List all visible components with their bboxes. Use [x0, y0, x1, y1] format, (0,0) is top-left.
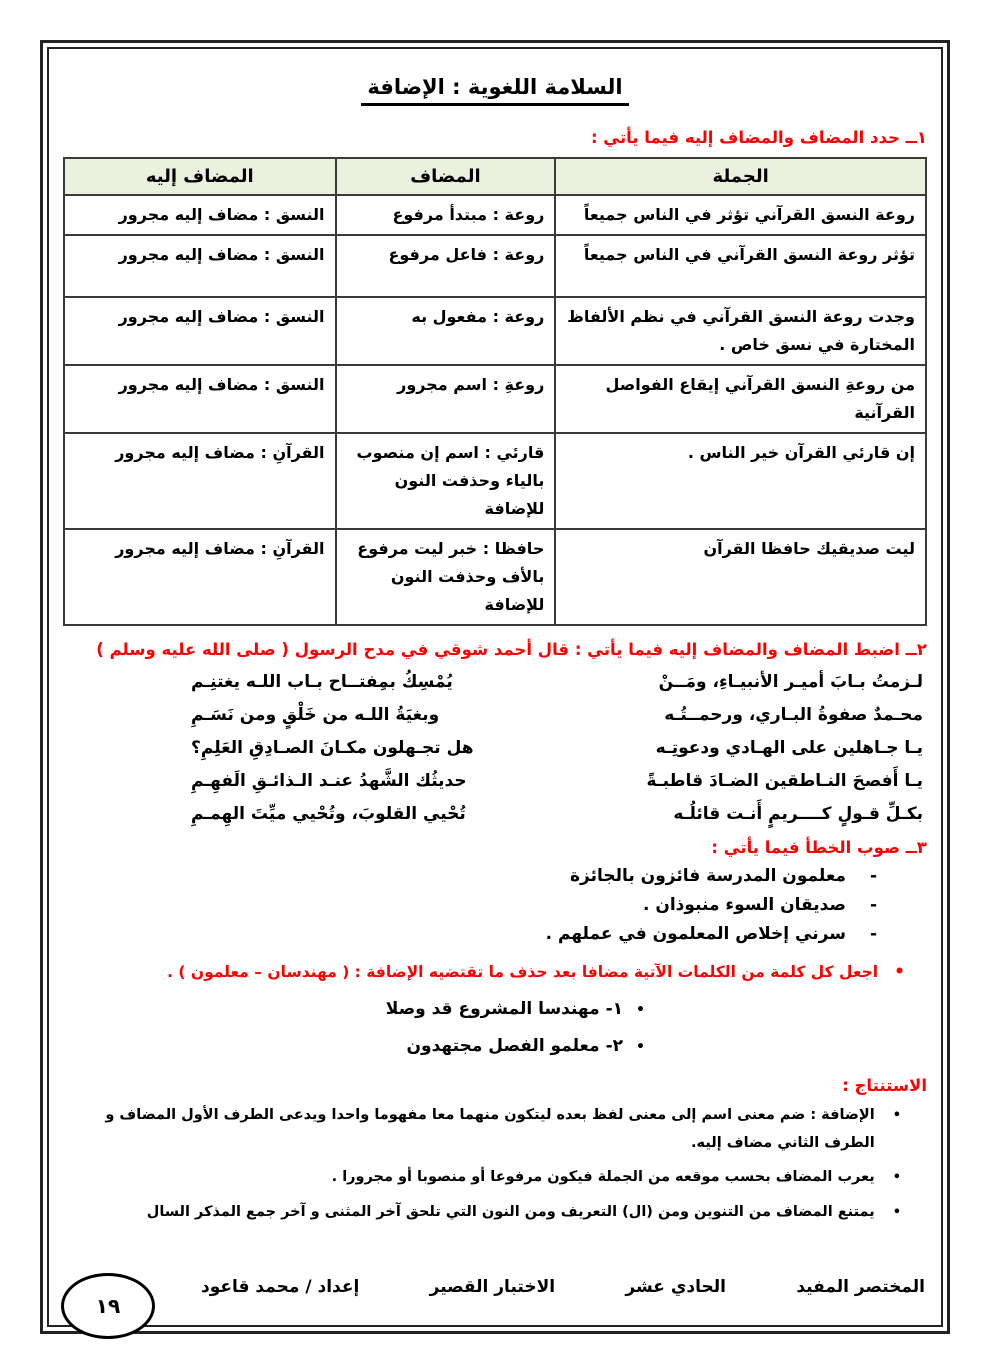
list-item: - معلمون المدرسة فائزون بالجائزة: [63, 866, 927, 886]
list-item-text: ١- مهندسا المشروع قد وصلا: [385, 999, 624, 1019]
cell-sentence: روعة النسق القرآني تؤثر في الناس جميعاً: [554, 194, 927, 236]
section2-heading: ٢ــ اضبط المضاف والمضاف إليه فيما يأتي :…: [96, 640, 927, 659]
list-item-text: سرني إخلاص المعلمون في عملهم .: [545, 924, 846, 944]
cell-sentence: إن قارئي القرآن خير الناس .: [554, 432, 927, 530]
bullet-marker: •: [892, 1170, 901, 1186]
table-row: روعة النسق القرآني تؤثر في الناس جميعاً …: [63, 194, 927, 236]
table-row: إن قارئي القرآن خير الناس . قارئي : اسم …: [63, 432, 927, 530]
column-header-sentence: الجملة: [554, 157, 927, 196]
conclusion-item-text: يمتنع المضاف من التنوين ومن (ال) التعريف…: [146, 1203, 875, 1220]
section3-heading: ٣ــ صوب الخطأ فيما يأتي :: [711, 838, 927, 857]
list-item: - سرني إخلاص المعلمون في عملهم .: [63, 924, 927, 944]
list-item: - صديقان السوء منبوذان .: [63, 895, 927, 915]
poem: لـزمتُ بـابَ أميـر الأنبيـاءِ، ومَــنْ ي…: [63, 672, 927, 824]
table-row: تؤثر روعة النسق القرآني في الناس جميعاً …: [63, 234, 927, 298]
hemistich-left: وبغيَةُ اللـه من خَلْقٍ ومن نَسَـمِ: [191, 705, 440, 725]
make-mudaf-list: • ١- مهندسا المشروع قد وصلا • ٢- معلمو الف…: [63, 999, 927, 1056]
page-number: ١٩: [95, 1294, 121, 1318]
list-item-text: ٢- معلمو الفصل مجتهدون: [406, 1036, 624, 1056]
footer-book-title: المختصر المفيد: [796, 1277, 925, 1297]
cell-mudaf-ilayh: النسق : مضاف إليه مجرور: [63, 296, 337, 366]
bullet-marker: •: [892, 1204, 901, 1220]
hemistich-right: يـا جـاهلين على الهـادي ودعوتِـه: [655, 738, 923, 758]
hemistich-left: يُمْسِكُ بمِفتــاح بـاب اللـه يغتنِـم: [191, 672, 453, 692]
poem-verse: محـمدٌ صفوةُ البـاري، ورحمــتُـه وبغيَةُ…: [63, 705, 927, 725]
footer-grade: الحادي عشر: [625, 1277, 726, 1297]
worksheet-content: السلامة اللغوية : الإضافة ١ــ حدد المضاف…: [49, 49, 941, 1339]
bullet-marker: •: [636, 1002, 645, 1018]
hemistich-right: لـزمتُ بـابَ أميـر الأنبيـاءِ، ومَــنْ: [658, 672, 923, 692]
cell-mudaf: حافظا : خبر ليت مرفوع بالأف وحذفت النون …: [334, 528, 557, 626]
dash-marker: -: [869, 866, 877, 886]
hemistich-right: محـمدٌ صفوةُ البـاري، ورحمــتُـه: [664, 705, 923, 725]
footer: المختصر المفيد الحادي عشر الاختبار القصي…: [201, 1277, 925, 1297]
conclusion-item: • يمتنع المضاف من التنوين ومن (ال) التعري…: [63, 1199, 927, 1227]
cell-sentence: من روعةِ النسق القرآني إيقاع الفواصل الق…: [554, 364, 927, 434]
cell-mudaf: روعة : فاعل مرفوع: [334, 234, 557, 298]
cell-mudaf-ilayh: النسق : مضاف إليه مجرور: [63, 364, 337, 434]
page-title: السلامة اللغوية : الإضافة: [361, 75, 629, 106]
page-border-outer: السلامة اللغوية : الإضافة ١ــ حدد المضاف…: [40, 40, 950, 1339]
cell-sentence: تؤثر روعة النسق القرآني في الناس جميعاً: [554, 234, 927, 298]
list-item: • ١- مهندسا المشروع قد وصلا: [63, 999, 927, 1019]
list-item-text: معلمون المدرسة فائزون بالجائزة: [569, 866, 846, 886]
table-row: ليت صديقيك حافظا القرآن حافظا : خبر ليت …: [63, 528, 927, 626]
hemistich-left: تُحْيي القلوبَ، وتُحْيي ميِّتَ الهِمـمِ: [191, 804, 466, 824]
cell-mudaf: روعة : مبتدأ مرفوع: [334, 194, 557, 236]
hemistich-left: هل تجـهلون مكـانَ الصـادِقِ العَلِمِ؟: [191, 738, 474, 758]
bullet-marker: •: [636, 1039, 645, 1055]
column-header-mudaf-ilayh: المضاف إليه: [63, 157, 337, 196]
title-wrap: السلامة اللغوية : الإضافة: [63, 75, 927, 106]
table-row: من روعةِ النسق القرآني إيقاع الفواصل الق…: [63, 364, 927, 434]
footer-exam-type: الاختبار القصير: [429, 1277, 556, 1297]
cell-sentence: ليت صديقيك حافظا القرآن: [554, 528, 927, 626]
cell-mudaf-ilayh: النسق : مضاف إليه مجرور: [63, 194, 337, 236]
cell-mudaf: روعةِ : اسم مجرور: [334, 364, 557, 434]
cell-mudaf: قارئي : اسم إن منصوب بالياء وحذفت النون …: [334, 432, 557, 530]
cell-mudaf-ilayh: القرآنِ : مضاف إليه مجرور: [63, 432, 337, 530]
poem-verse: يـا أَفصحَ النـاطقين الضـادَ قاطبـةً حدي…: [63, 771, 927, 791]
conclusion-item-text: الإضافة : ضم معنى اسم إلى معنى لفظ بعده …: [105, 1107, 875, 1151]
cell-mudaf-ilayh: القرآنِ : مضاف إليه مجرور: [63, 528, 337, 626]
table-header-row: الجملة المضاف المضاف إليه: [63, 157, 927, 196]
conclusion-item: • يعرب المضاف بحسب موقعه من الجملة فيكون …: [63, 1164, 927, 1192]
cell-sentence: وجدت روعة النسق القرآني في نظم الألفاظ ا…: [554, 296, 927, 366]
poem-verse: لـزمتُ بـابَ أميـر الأنبيـاءِ، ومَــنْ ي…: [63, 672, 927, 692]
poem-verse: يـا جـاهلين على الهـادي ودعوتِـه هل تجـه…: [63, 738, 927, 758]
page-border-inner: السلامة اللغوية : الإضافة ١ــ حدد المضاف…: [47, 47, 943, 1339]
conclusion-item-text: يعرب المضاف بحسب موقعه من الجملة فيكون م…: [331, 1169, 875, 1186]
hemistich-left: حديثُك الشَّهدُ عنـد الـذائـقِ الَفهِـمِ: [191, 771, 467, 791]
poem-verse: بكـلِّ قـولٍ كــــريمٍ أَنـت قائلُـه تُح…: [63, 804, 927, 824]
grammar-table: الجملة المضاف المضاف إليه روعة النسق الق…: [63, 157, 927, 626]
dash-marker: -: [869, 924, 877, 944]
bullet-marker: •: [892, 1108, 901, 1123]
list-item-text: صديقان السوء منبوذان .: [642, 895, 846, 915]
section4-heading-text: اجعل كل كلمة من الكلمات الآتية مضافا بعد…: [167, 963, 879, 981]
cell-mudaf: روعة : مفعول به: [334, 296, 557, 366]
column-header-mudaf: المضاف: [334, 157, 557, 196]
dash-marker: -: [869, 895, 877, 915]
section1-heading: ١ــ حدد المضاف والمضاف إليه فيما يأتي :: [590, 128, 927, 147]
table-row: وجدت روعة النسق القرآني في نظم الألفاظ ا…: [63, 296, 927, 366]
hemistich-right: يـا أَفصحَ النـاطقين الضـادَ قاطبـةً: [646, 771, 923, 791]
section4-heading: • اجعل كل كلمة من الكلمات الآتية مضافا بع…: [63, 962, 927, 982]
list-item: • ٢- معلمو الفصل مجتهدون: [63, 1036, 927, 1056]
conclusion-item: • الإضافة : ضم معنى اسم إلى معنى لفظ بعده…: [63, 1102, 927, 1157]
conclusion-heading: الاستنتاج :: [842, 1076, 927, 1095]
page-number-badge: ١٩: [61, 1273, 155, 1339]
cell-mudaf-ilayh: النسق : مضاف إليه مجرور: [63, 234, 337, 298]
hemistich-right: بكـلِّ قـولٍ كــــريمٍ أَنـت قائلُـه: [673, 804, 923, 824]
footer-author: إعداد / محمد قاعود: [201, 1277, 360, 1297]
correction-list: - معلمون المدرسة فائزون بالجائزة - صديقان …: [63, 866, 927, 944]
conclusion-list: • الإضافة : ضم معنى اسم إلى معنى لفظ بعده…: [63, 1102, 927, 1226]
bullet-marker: •: [894, 962, 905, 982]
